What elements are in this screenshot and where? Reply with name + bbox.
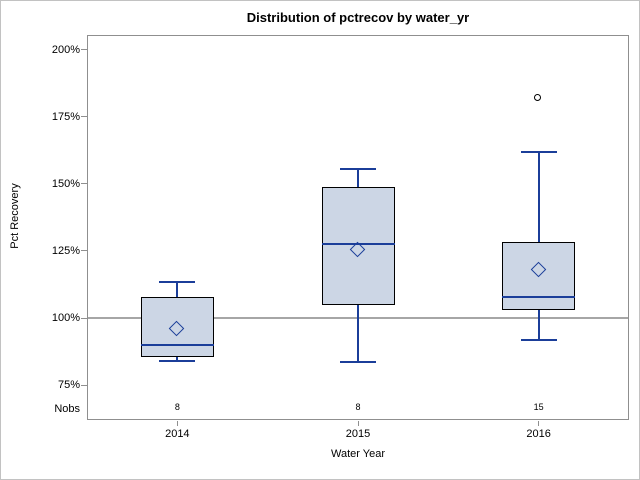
y-tick-mark	[81, 183, 87, 185]
x-tick-mark	[176, 421, 178, 426]
y-tick-mark	[81, 116, 87, 118]
nobs-value: 8	[174, 402, 180, 412]
y-tick-label: 175%	[51, 110, 80, 123]
whisker-cap-bottom	[159, 359, 196, 362]
box-rect	[140, 296, 214, 357]
y-tick-label: 75%	[57, 379, 80, 392]
x-tick-label: 2016	[526, 428, 551, 440]
y-tick-mark	[81, 384, 87, 386]
y-tick-mark	[81, 317, 87, 319]
nobs-value: 8	[355, 402, 361, 412]
y-tick-label: 125%	[51, 244, 80, 257]
whisker-cap-bottom	[340, 361, 376, 364]
median-line	[140, 343, 214, 346]
y-tick-mark	[81, 49, 87, 51]
whisker-cap-top	[520, 150, 557, 153]
box-rect	[502, 241, 576, 310]
y-tick-mark	[81, 250, 87, 252]
median-line	[502, 295, 576, 298]
x-tick-label: 2014	[165, 428, 190, 440]
x-tick-mark	[357, 421, 359, 426]
y-tick-label: 100%	[51, 312, 80, 325]
nobs-row-label: Nobs	[54, 403, 80, 415]
y-tick-label: 150%	[51, 177, 80, 190]
box-rect	[321, 186, 395, 305]
x-axis-label: Water Year	[330, 448, 385, 460]
chart-title: Distribution of pctrecov by water_yr	[246, 10, 470, 25]
whisker-cap-top	[340, 168, 376, 171]
x-tick-mark	[538, 421, 540, 426]
whisker-cap-top	[159, 280, 196, 283]
whisker-cap-bottom	[520, 338, 557, 341]
y-tick-label: 200%	[51, 43, 80, 56]
nobs-value: 15	[533, 402, 544, 412]
median-line	[321, 243, 395, 246]
x-tick-label: 2015	[345, 428, 371, 440]
outlier-point	[534, 93, 542, 101]
